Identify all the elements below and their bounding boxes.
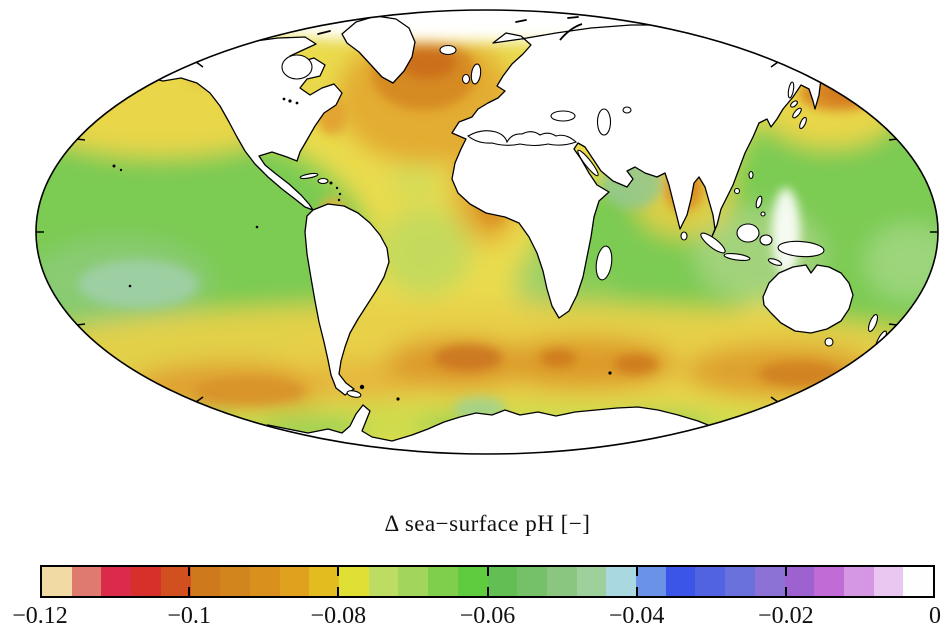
cuba <box>299 172 319 180</box>
hainan <box>733 187 741 195</box>
japan-hokkaido <box>790 100 798 108</box>
ocean-color-field <box>36 10 938 454</box>
philippines <box>755 195 763 209</box>
colorbar-segment <box>279 567 310 596</box>
colorbar-labels: −0.12 −0.1 −0.08 −0.06 −0.04 −0.02 0 <box>12 603 941 635</box>
tierra-del-fuego <box>346 390 362 398</box>
madagascar <box>595 245 613 281</box>
colorbar-segment <box>249 567 280 596</box>
colorbar-segment <box>517 567 547 596</box>
colorbar-segment <box>309 567 340 596</box>
black-sea-outline <box>550 110 576 122</box>
sumatra <box>700 232 726 254</box>
colorbar-segment <box>160 567 191 596</box>
colorbar-segment <box>131 567 161 596</box>
colorbar-segment <box>428 567 458 596</box>
great-britain <box>470 63 482 85</box>
continent-eurasia-africa <box>451 24 834 319</box>
colorbar-segment <box>339 567 369 596</box>
colorbar-tick-label: −0.04 <box>608 603 665 629</box>
colorbar-segment <box>487 567 518 596</box>
colorbar-segment <box>546 567 577 596</box>
continent-south-america <box>304 203 390 396</box>
mindanao <box>760 211 766 217</box>
colorbar-segment <box>190 567 221 596</box>
colorbar-segment <box>725 567 755 596</box>
colorbar-segment <box>784 567 815 596</box>
colorbar-segment <box>220 567 250 596</box>
colorbar-segment <box>368 567 399 596</box>
new-zealand-north <box>867 314 879 332</box>
mediterranean-sea-outline <box>467 130 578 147</box>
taiwan <box>748 170 754 180</box>
aral-sea-outline <box>622 106 632 114</box>
colorbar-segment <box>695 567 726 596</box>
colorbar-segment <box>576 567 607 596</box>
colorbar-tick-label: −0.06 <box>459 603 516 629</box>
caspian-sea-outline <box>596 108 612 136</box>
colorbar-tick-label: 0 <box>929 603 941 629</box>
colorbar-segment <box>398 567 429 596</box>
new-guinea <box>777 240 825 258</box>
colorbar-segment <box>903 567 934 596</box>
world-map <box>35 9 939 455</box>
colorbar <box>40 565 935 598</box>
colorbar-tick-label: −0.1 <box>167 603 211 629</box>
colorbar-segment <box>101 567 132 596</box>
continent-australia <box>762 264 854 334</box>
hispaniola <box>317 177 329 185</box>
ireland <box>461 73 471 85</box>
colorbar-segment <box>873 567 904 596</box>
timor <box>767 258 783 266</box>
colorbar-tick-label: −0.02 <box>758 603 814 629</box>
java <box>723 252 751 262</box>
map-rim-ticks <box>36 61 938 403</box>
arctic-white-cap <box>87 10 887 42</box>
continent-north-america <box>149 36 343 211</box>
sulawesi <box>759 234 773 246</box>
colorbar-segment <box>42 567 72 596</box>
red-sea-outline <box>577 149 599 177</box>
japan-honshu <box>792 107 802 119</box>
colorbar-segment <box>814 567 844 596</box>
colorbar-segment <box>457 567 488 596</box>
colorbar-segment <box>843 567 874 596</box>
borneo <box>736 223 760 243</box>
colorbar-segment <box>606 567 637 596</box>
iceland <box>439 44 457 56</box>
sakhalin <box>787 81 795 99</box>
sri-lanka <box>680 231 688 241</box>
colorbar-tick-label: −0.12 <box>12 603 68 629</box>
colorbar-segment <box>71 567 102 596</box>
colorbar-title: Δ sea−surface pH [−] <box>384 511 591 536</box>
colorbar-segment <box>665 567 696 596</box>
colorbar-segment <box>636 567 666 596</box>
japan-kyushu <box>799 116 807 130</box>
colorbar-tick-label: −0.08 <box>310 603 367 629</box>
tasmania <box>824 337 834 347</box>
hudson-bay-outline <box>281 54 313 80</box>
small-islands <box>112 97 612 401</box>
world-map-svg <box>35 9 939 455</box>
colorbar-segment <box>754 567 785 596</box>
